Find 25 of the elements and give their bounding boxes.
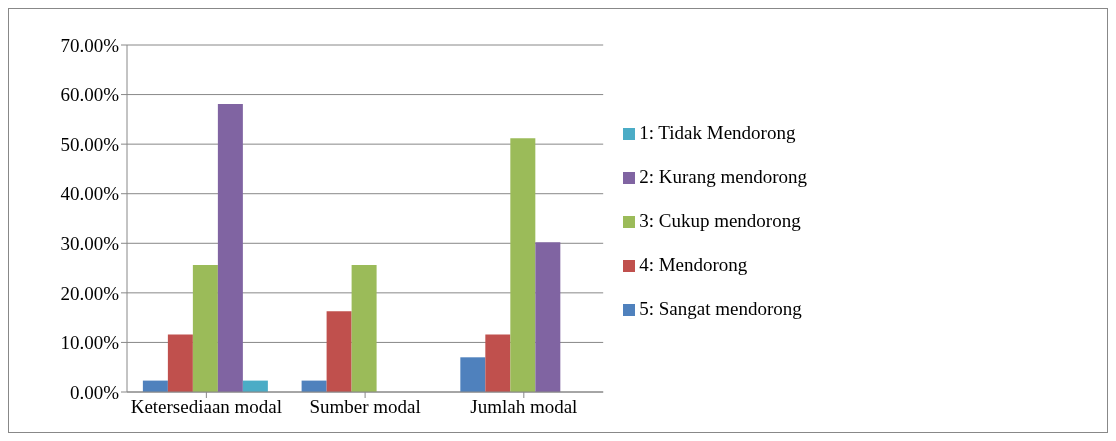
y-tick-label: 40.00%	[60, 183, 120, 205]
bar	[217, 103, 243, 392]
y-tick-label: 30.00%	[60, 233, 120, 255]
bar	[326, 311, 352, 392]
x-tick-label: Ketersediaan modal	[130, 396, 283, 418]
bar	[535, 242, 561, 392]
bar	[485, 334, 511, 392]
bar	[510, 138, 536, 392]
legend-label: 3: Cukup mendorong	[639, 209, 801, 231]
y-tick-label: 60.00%	[60, 84, 120, 106]
bar	[351, 265, 377, 392]
x-tick-label: Sumber modal	[309, 396, 421, 418]
y-tick-label: 10.00%	[60, 332, 120, 354]
y-tick-label: 50.00%	[60, 133, 120, 155]
y-tick-label: 70.00%	[60, 34, 120, 56]
bar	[192, 265, 218, 392]
x-tick-label: Jumlah modal	[470, 396, 578, 418]
legend-label: 4: Mendorong	[639, 253, 748, 275]
bar	[167, 334, 193, 392]
legend-label: 1: Tidak Mendorong	[639, 121, 796, 143]
y-tick-label: 20.00%	[60, 282, 120, 304]
legend-label: 5: Sangat mendorong	[639, 297, 802, 319]
bar	[460, 357, 486, 392]
legend-label: 2: Kurang mendorong	[639, 165, 807, 187]
y-tick-label: 0.00%	[69, 381, 120, 403]
